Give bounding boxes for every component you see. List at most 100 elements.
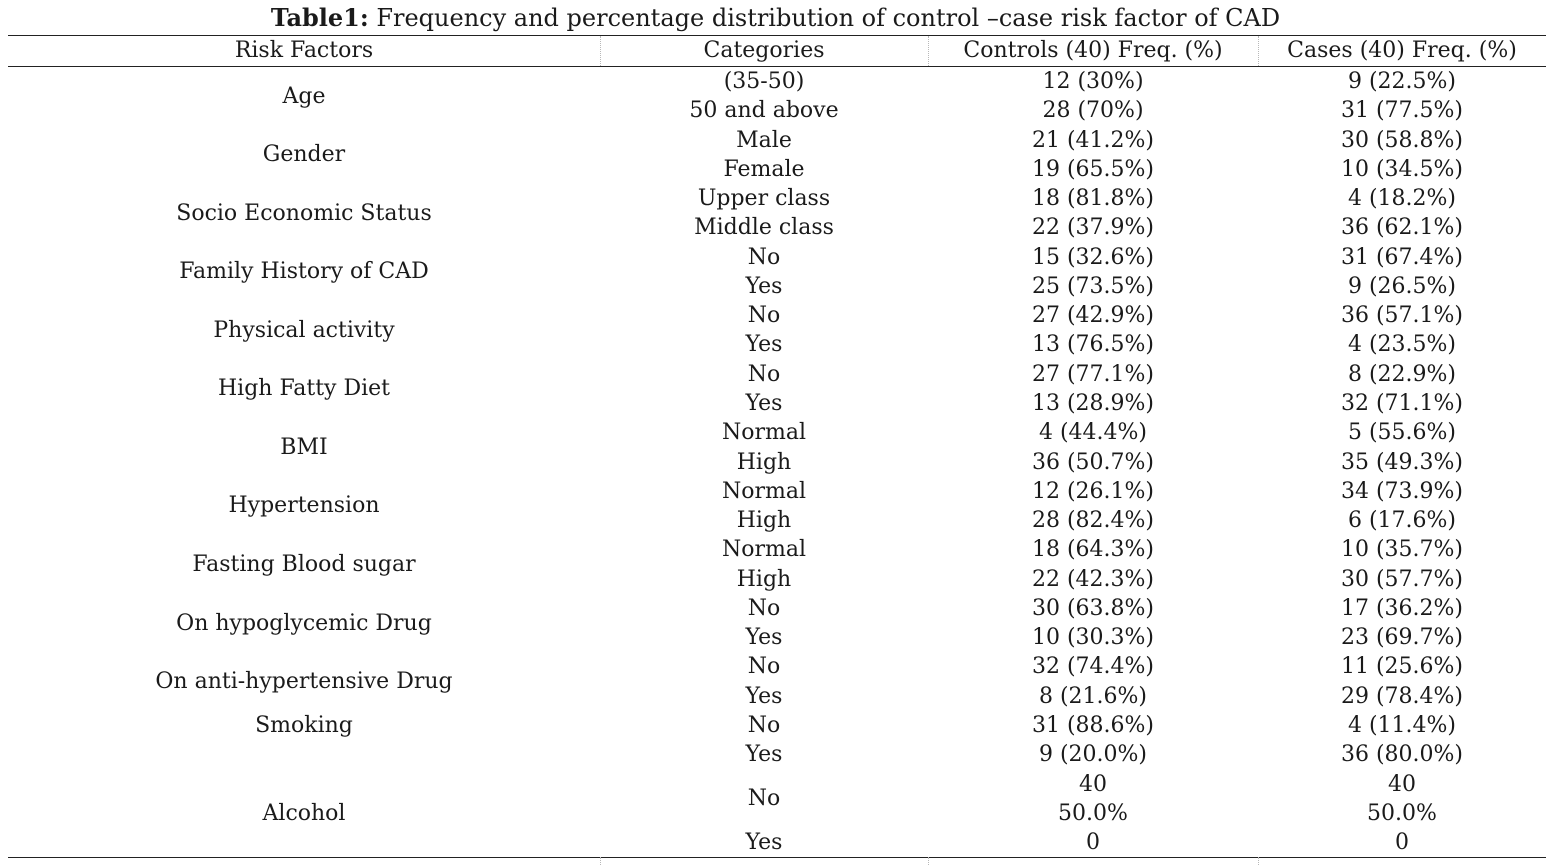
table-caption: Table1: Frequency and percentage distrib… [0, 2, 1551, 34]
controls-cell: 4 (44.4%) [1038, 420, 1148, 446]
controls-cell: 30 (63.8%) [1031, 595, 1155, 621]
controls-cell: 21 (41.2%) [1031, 127, 1155, 153]
header-cases: Cases (40) Freq. (%) [1287, 38, 1517, 63]
controls-cell: 18 (81.8%) [1031, 186, 1155, 212]
controls-cell: 32 (74.4%) [1031, 654, 1155, 680]
cases-cell: 8 (22.9%) [1347, 361, 1457, 387]
controls-cell: 50.0% [1058, 801, 1128, 826]
category-cell: Female [723, 156, 805, 182]
category-cell: Yes [745, 391, 783, 416]
controls-cell: 25 (73.5%) [1031, 273, 1155, 299]
header-risk-factors: Risk Factors [234, 38, 374, 63]
controls-cell: 13 (28.9%) [1031, 391, 1155, 416]
cases-cell: 30 (58.8%) [1340, 127, 1464, 153]
controls-cell: 22 (42.3%) [1031, 566, 1155, 592]
controls-cell: 27 (42.9%) [1031, 303, 1155, 329]
risk-factor-label: Age [282, 83, 326, 109]
risk-factor-label: Hypertension [228, 493, 380, 519]
category-cell: No [747, 654, 781, 680]
cases-cell: 17 (36.2%) [1340, 595, 1464, 621]
category-cell: No [747, 712, 781, 738]
column-divider [600, 857, 601, 865]
risk-factor-label: High Fatty Diet [218, 376, 390, 402]
category-cell: High [736, 449, 792, 475]
controls-cell: 22 (37.9%) [1031, 215, 1155, 241]
header-categories: Categories [703, 38, 825, 63]
cases-cell: 0 [1395, 830, 1409, 855]
column-divider [1258, 36, 1259, 66]
header-rule [8, 66, 1546, 67]
controls-cell: 28 (70%) [1042, 98, 1144, 124]
category-cell: Normal [721, 478, 807, 504]
controls-cell: 19 (65.5%) [1031, 156, 1155, 182]
cases-cell: 29 (78.4%) [1340, 683, 1464, 709]
category-cell: Yes [745, 830, 783, 855]
controls-cell: 36 (50.7%) [1031, 449, 1155, 475]
cases-cell: 30 (57.7%) [1340, 566, 1464, 592]
category-cell: No [747, 361, 781, 387]
category-cell: 50 and above [689, 98, 839, 124]
cases-cell: 36 (80.0%) [1340, 742, 1464, 768]
category-cell: Normal [721, 537, 807, 563]
cases-cell: 23 (69.7%) [1340, 625, 1464, 651]
column-divider [928, 36, 929, 66]
category-cell: (35-50) [723, 69, 805, 94]
category-cell: Yes [745, 273, 783, 299]
cases-cell: 36 (57.1%) [1340, 303, 1464, 329]
cases-cell: 32 (71.1%) [1340, 391, 1464, 416]
controls-cell: 10 (30.3%) [1031, 625, 1155, 651]
category-cell: High [736, 508, 792, 534]
cases-cell: 11 (25.6%) [1340, 654, 1464, 680]
risk-factor-label: Fasting Blood sugar [192, 552, 416, 577]
category-cell: Yes [745, 683, 783, 709]
table-title: Frequency and percentage distribution of… [368, 4, 1281, 32]
header-controls: Controls (40) Freq. (%) [963, 38, 1223, 63]
category-cell: No [747, 786, 781, 811]
cases-cell: 31 (77.5%) [1340, 98, 1464, 124]
risk-factor-label: Socio Economic Status [176, 200, 432, 226]
column-divider [1258, 857, 1259, 865]
risk-factor-label: Smoking [255, 712, 353, 738]
controls-cell: 8 (21.6%) [1038, 683, 1148, 709]
cases-cell: 4 (18.2%) [1347, 186, 1457, 212]
cases-cell: 9 (26.5%) [1347, 273, 1457, 299]
risk-factor-label: BMI [280, 434, 328, 460]
category-cell: Male [736, 127, 792, 153]
cases-cell: 40 [1388, 772, 1416, 797]
controls-cell: 18 (64.3%) [1031, 537, 1155, 563]
cases-cell: 5 (55.6%) [1347, 420, 1457, 446]
cases-cell: 50.0% [1367, 801, 1437, 826]
top-rule [8, 35, 1546, 36]
controls-cell: 12 (26.1%) [1031, 478, 1155, 504]
category-cell: No [747, 595, 781, 621]
column-divider [928, 857, 929, 865]
controls-cell: 31 (88.6%) [1031, 712, 1155, 738]
cases-cell: 4 (11.4%) [1347, 712, 1457, 738]
controls-cell: 12 (30%) [1042, 69, 1144, 94]
category-cell: No [747, 303, 781, 329]
category-cell: Yes [745, 742, 783, 768]
risk-factor-label: On hypoglycemic Drug [176, 610, 432, 636]
cases-cell: 34 (73.9%) [1340, 478, 1464, 504]
category-cell: High [736, 566, 792, 592]
cases-cell: 9 (22.5%) [1347, 69, 1457, 94]
category-cell: Yes [745, 625, 783, 651]
controls-cell: 0 [1086, 830, 1100, 855]
controls-cell: 13 (76.5%) [1031, 332, 1155, 358]
risk-factor-label: On anti-hypertensive Drug [155, 669, 453, 694]
controls-cell: 15 (32.6%) [1031, 244, 1155, 270]
cases-cell: 10 (34.5%) [1340, 156, 1464, 182]
controls-cell: 9 (20.0%) [1038, 742, 1148, 768]
risk-factor-label: Family History of CAD [179, 259, 429, 285]
risk-factor-label: Physical activity [213, 317, 395, 343]
cases-cell: 6 (17.6%) [1347, 508, 1457, 534]
cases-cell: 10 (35.7%) [1340, 537, 1464, 563]
category-cell: Upper class [697, 186, 831, 212]
category-cell: Middle class [694, 215, 834, 241]
risk-factor-alcohol: Alcohol [262, 801, 346, 826]
table-label: Table1: [270, 3, 369, 32]
cases-cell: 35 (49.3%) [1340, 449, 1464, 475]
category-cell: Normal [721, 420, 807, 446]
controls-cell: 27 (77.1%) [1031, 361, 1155, 387]
category-cell: Yes [745, 332, 783, 358]
